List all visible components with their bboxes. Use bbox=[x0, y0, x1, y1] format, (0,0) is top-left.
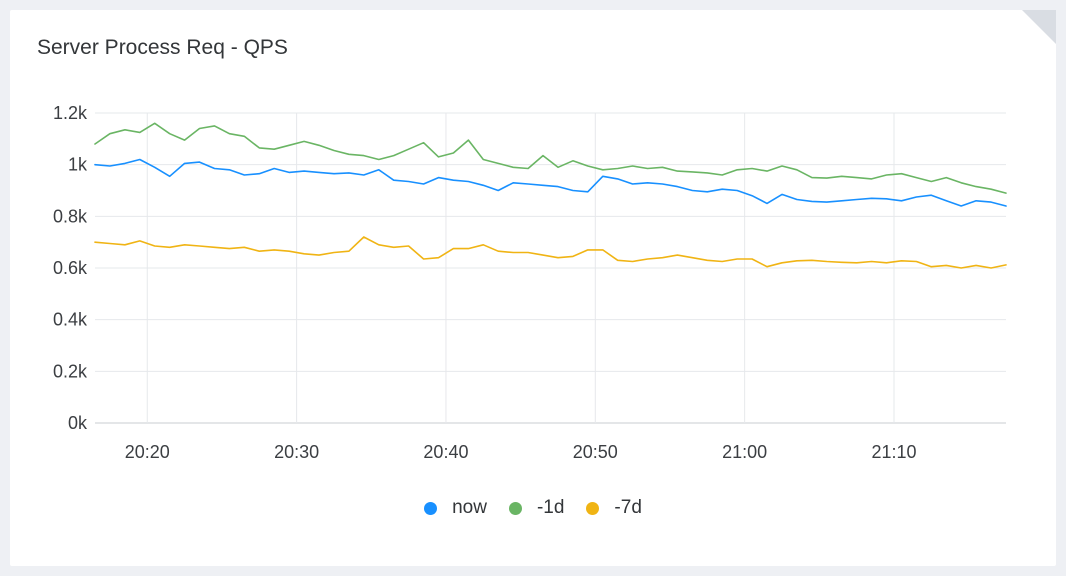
x-tick-label: 20:30 bbox=[274, 442, 319, 462]
x-tick-label: 20:20 bbox=[125, 442, 170, 462]
legend-label: now bbox=[452, 497, 487, 518]
legend-label: -1d bbox=[536, 497, 565, 518]
panel-title: Server Process Req - QPS bbox=[37, 36, 288, 59]
legend-item[interactable]: -7d bbox=[586, 497, 642, 519]
y-tick-label: 0.8k bbox=[53, 206, 88, 226]
legend-item[interactable]: now bbox=[424, 497, 487, 519]
legend-marker bbox=[586, 501, 600, 515]
chart-panel: Server Process Req - QPS 0k 0.2k 0.4k 0.6k 0… bbox=[10, 10, 1056, 566]
y-tick-label: 1k bbox=[68, 155, 88, 175]
chart-legend: now -1d -7d bbox=[10, 497, 1056, 519]
y-tick-label: 0.4k bbox=[53, 310, 88, 330]
series-line-7d bbox=[94, 236, 1007, 269]
y-tick-label: 1.2k bbox=[53, 103, 88, 123]
series-line-1d bbox=[94, 122, 1007, 194]
x-tick-label: 20:40 bbox=[423, 442, 468, 462]
legend-marker bbox=[508, 501, 522, 515]
y-tick-label: 0k bbox=[68, 413, 88, 433]
legend-label: -7d bbox=[614, 497, 642, 518]
y-tick-label: 0.2k bbox=[53, 361, 88, 381]
x-tick-label: 21:10 bbox=[871, 442, 916, 462]
legend-marker bbox=[424, 501, 438, 515]
y-tick-label: 0.6k bbox=[53, 258, 88, 278]
x-tick-label: 21:00 bbox=[722, 442, 767, 462]
panel-resize-corner[interactable] bbox=[1022, 10, 1056, 44]
x-tick-label: 20:50 bbox=[573, 442, 618, 462]
line-chart: 0k 0.2k 0.4k 0.6k 0.8k 1k 1.2k 20:20 20:30 20:40 2… bbox=[53, 103, 1007, 462]
legend-item[interactable]: -1d bbox=[508, 497, 565, 519]
series-line-now bbox=[94, 158, 1007, 207]
